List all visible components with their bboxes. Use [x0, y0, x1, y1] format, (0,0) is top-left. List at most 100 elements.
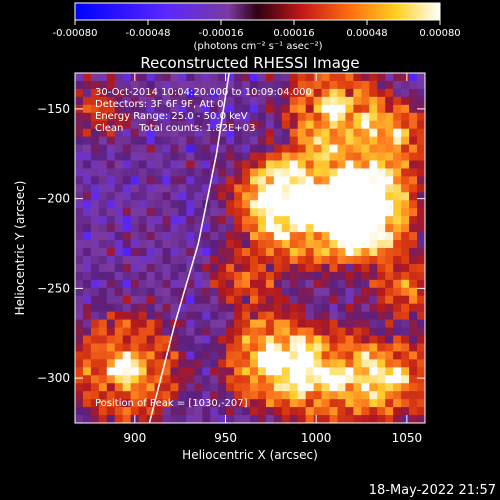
heatmap-cell	[162, 367, 172, 376]
heatmap-cell	[281, 248, 291, 257]
heatmap-cell	[369, 335, 378, 345]
heatmap-cell	[289, 383, 299, 392]
heatmap-cell	[369, 232, 378, 241]
heatmap-cell	[345, 335, 354, 345]
heatmap-cell	[369, 88, 378, 98]
heatmap-cell	[122, 343, 132, 352]
heatmap-cell	[321, 224, 331, 233]
heatmap-cell	[210, 335, 219, 345]
heatmap-cell	[226, 80, 235, 90]
heatmap-cell	[154, 319, 164, 329]
heatmap-cell	[385, 208, 394, 217]
heatmap-cell	[82, 88, 92, 98]
heatmap-cell	[281, 271, 291, 281]
heatmap-cell	[178, 327, 187, 337]
heatmap-cell	[321, 351, 331, 360]
heatmap-cell	[154, 240, 164, 249]
heatmap-cell	[154, 104, 164, 114]
heatmap-cell	[194, 136, 203, 146]
heatmap-cell	[297, 279, 307, 289]
heatmap-cell	[130, 120, 140, 130]
heatmap-cell	[202, 391, 211, 400]
heatmap-cell	[122, 287, 132, 297]
heatmap-cell	[385, 136, 394, 146]
heatmap-cell	[385, 287, 394, 297]
heatmap-cell	[82, 399, 92, 408]
heatmap-cell	[250, 335, 259, 345]
heatmap-cell	[154, 144, 164, 154]
heatmap-cell	[130, 200, 140, 209]
heatmap-cell	[337, 415, 347, 423]
heatmap-cell	[321, 248, 331, 257]
heatmap-cell	[361, 383, 370, 392]
heatmap-cell	[393, 168, 402, 177]
heatmap-cell	[242, 160, 251, 170]
heatmap-cell	[194, 303, 203, 313]
heatmap-cell	[194, 224, 203, 233]
heatmap-cell	[361, 240, 370, 249]
heatmap-cell	[297, 128, 307, 138]
heatmap-cell	[393, 80, 402, 90]
heatmap-cell	[361, 359, 370, 368]
heatmap-cell	[162, 399, 172, 408]
heatmap-cell	[361, 176, 370, 185]
heatmap-cell	[138, 184, 148, 193]
heatmap-cell	[202, 271, 211, 281]
heatmap-cell	[385, 407, 394, 416]
heatmap-cell	[250, 351, 259, 360]
heatmap-cell	[401, 335, 410, 345]
heatmap-cell	[401, 263, 410, 273]
heatmap-cell	[377, 144, 386, 154]
heatmap-cell	[337, 287, 347, 297]
heatmap-cell	[242, 224, 251, 233]
heatmap-cell	[329, 120, 339, 130]
heatmap-cell	[170, 255, 179, 265]
y-tick-label: −150	[37, 102, 70, 116]
heatmap-cell	[138, 287, 148, 297]
heatmap-cell	[138, 343, 148, 352]
heatmap-cell	[345, 415, 354, 423]
heatmap-cell	[305, 359, 315, 368]
heatmap-cell	[369, 255, 378, 265]
heatmap-cell	[353, 399, 362, 408]
heatmap-cell	[250, 248, 259, 257]
colorbar: -0.00080 -0.00048 -0.00016 0.00016 0.00048 0.…	[53, 2, 461, 52]
heatmap-cell	[226, 271, 235, 281]
heatmap-cell	[194, 88, 203, 98]
heatmap-cell	[122, 279, 132, 289]
heatmap-cell	[409, 391, 418, 400]
heatmap-cell	[170, 279, 179, 289]
heatmap-cell	[170, 168, 179, 177]
heatmap-cell	[409, 128, 418, 138]
heatmap-cell	[122, 415, 132, 423]
heatmap-cell	[122, 168, 132, 177]
heatmap-cell	[210, 200, 219, 209]
heatmap-cell	[353, 383, 362, 392]
heatmap-cell	[273, 104, 283, 114]
heatmap-cell	[329, 263, 339, 273]
heatmap-cell	[297, 152, 307, 162]
heatmap-cell	[82, 383, 92, 392]
heatmap-cell	[393, 407, 402, 416]
heatmap-cell	[377, 327, 386, 337]
heatmap-cell	[170, 80, 179, 90]
heatmap-cell	[385, 80, 394, 90]
heatmap-cell	[305, 399, 315, 408]
heatmap-cell	[409, 311, 418, 321]
heatmap-cell	[321, 88, 331, 98]
heatmap-cell	[218, 96, 227, 106]
heatmap-cell	[345, 248, 354, 257]
heatmap-cell	[337, 160, 347, 170]
heatmap-cell	[194, 359, 203, 368]
heatmap-cell	[361, 375, 370, 384]
heatmap-cell	[162, 255, 172, 265]
heatmap-cell	[210, 399, 219, 408]
heatmap-cell	[377, 80, 386, 90]
heatmap-cell	[146, 295, 156, 305]
heatmap-cell	[265, 287, 275, 297]
heatmap-cell	[305, 224, 315, 233]
heatmap-cell	[337, 216, 347, 225]
heatmap-cell	[114, 255, 124, 265]
heatmap-cell	[353, 216, 362, 225]
heatmap-cell	[417, 120, 425, 130]
